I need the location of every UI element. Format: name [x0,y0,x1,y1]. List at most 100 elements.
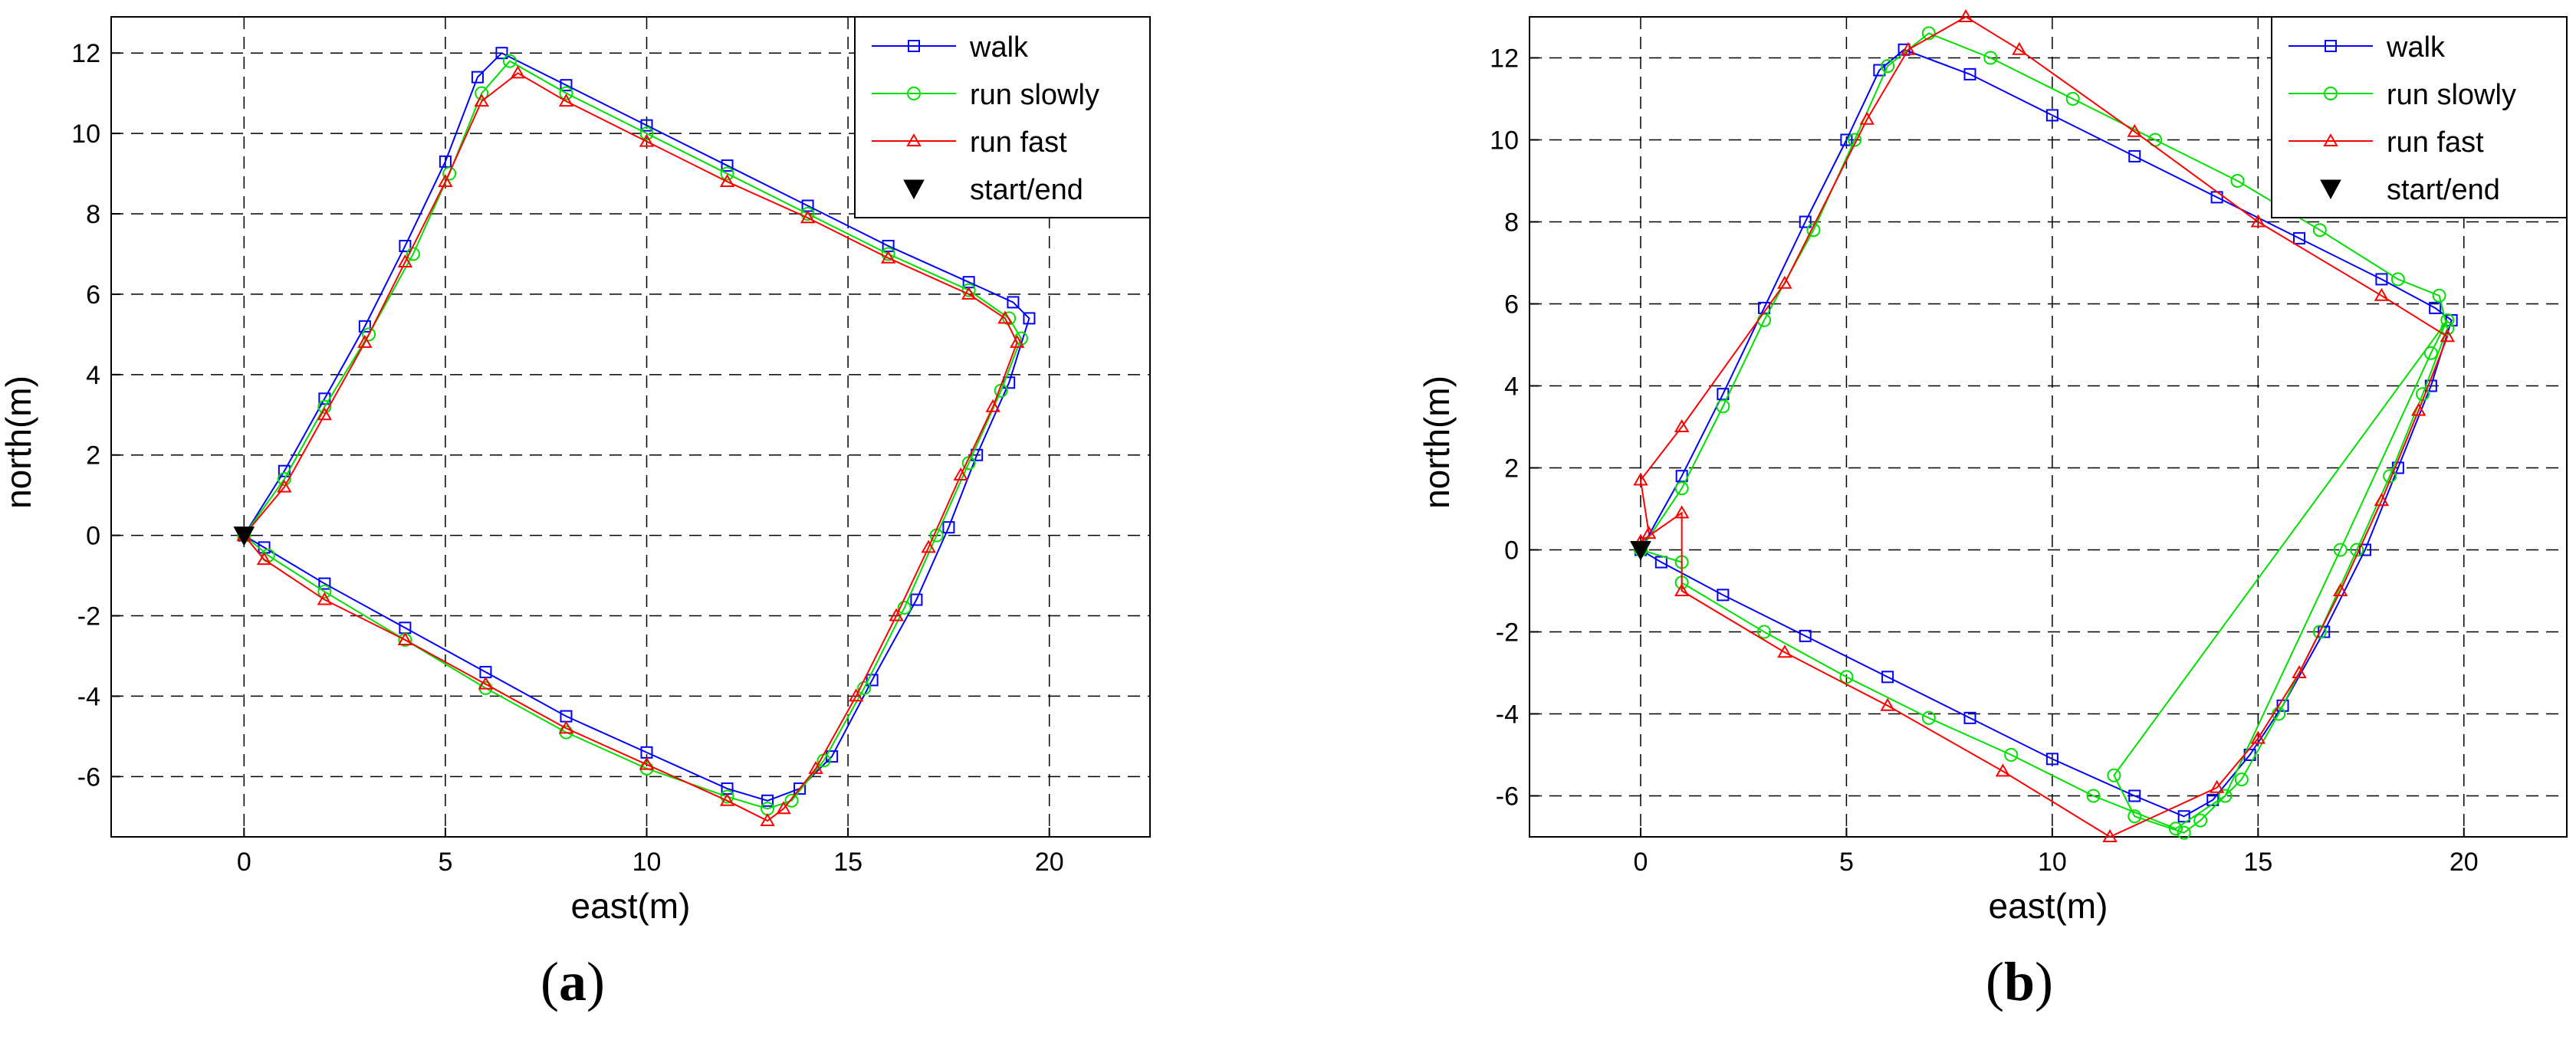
y-tick-label: 10 [1490,126,1519,156]
x-tick-label: 15 [833,848,863,877]
y-axis-label: north(m) [0,376,38,509]
data-point [760,813,775,827]
data-point [1023,312,1036,325]
legend-marker [903,179,925,200]
data-point [1873,64,1886,77]
data-point [776,801,791,815]
y-tick-label: 10 [71,120,100,149]
data-point [1757,625,1772,639]
data-point [1674,505,1690,519]
data-point [800,210,816,224]
series-walk [238,47,1036,807]
data-point [1674,481,1689,496]
legend-item: run slowly [872,79,1099,111]
data-point [495,47,508,60]
data-point [2127,123,2142,137]
data-point [1641,526,1657,540]
data-point [2128,149,2141,162]
data-point [2293,231,2306,244]
data-point [2218,789,2233,803]
y-tick-label: 2 [1504,454,1519,484]
data-point [2423,346,2438,360]
data-point [2432,288,2446,303]
x-tick-label: 5 [438,848,452,877]
caption-b-close: ) [2035,951,2054,1012]
data-point [406,247,420,261]
data-point [720,789,734,804]
series-line [1639,15,2449,838]
y-tick-label: -4 [1496,700,1519,730]
legend-item: walk [2288,31,2446,64]
data-point [478,676,494,690]
data-point [2333,543,2348,557]
data-point [502,54,517,68]
series-start-end [233,526,255,546]
data-point [2065,92,2080,106]
data-point [2440,329,2456,343]
data-point [784,793,799,808]
y-tick-label: -2 [1496,618,1519,648]
data-point [2374,493,2390,507]
data-point [719,792,735,806]
data-point [2012,41,2027,55]
y-tick-label: 12 [1490,44,1519,74]
data-point [961,283,976,297]
y-axis-label: north(m) [1417,376,1457,509]
data-point [256,552,272,566]
x-axis-label: east(m) [1989,886,2108,926]
y-tick-label: 8 [1504,208,1519,238]
y-tick-label: 0 [86,522,100,551]
data-point [2177,810,2190,823]
data-point [1009,334,1025,348]
y-tick-label: -2 [77,602,100,631]
data-point [1859,111,1875,125]
data-point [1839,670,1854,684]
data-point [1848,133,1862,147]
series-run-fast [236,65,1025,827]
data-point [808,760,823,774]
legend-item: start/end [903,174,1083,206]
data-point [1630,541,1651,561]
data-point [358,320,371,333]
x-tick-label: 20 [1035,848,1064,877]
caption-a: (a) [540,950,605,1014]
data-point [439,155,452,168]
data-point [475,86,489,100]
data-point [2250,214,2266,228]
data-point [639,126,654,141]
legend-marker [907,87,921,100]
data-point [640,119,653,132]
legend-item: run fast [2288,126,2484,159]
data-point [1995,763,2011,777]
data-point [317,592,333,605]
data-point [471,71,484,84]
y-tick-label: 2 [86,441,100,471]
legend-marker [2324,87,2338,100]
x-tick-label: 15 [2243,848,2272,877]
data-point [1777,644,1792,658]
caption-b-open: ( [1986,951,2004,1012]
data-point [2374,287,2390,301]
legend-label: run slowly [2387,79,2516,111]
data-point [1881,671,1894,684]
data-point [277,479,292,493]
data-point [1002,311,1017,326]
data-point [2375,273,2388,286]
data-point [357,334,373,348]
data-point [1799,215,1812,228]
legend-box [2271,16,2568,218]
caption-b: (b) [1986,950,2053,1014]
data-point [639,133,655,147]
data-point [1963,67,1976,80]
data-point [1007,296,1020,309]
data-point [2312,625,2327,639]
data-point [1806,223,1821,238]
data-point [721,159,734,172]
data-point [558,93,574,107]
data-point [848,688,864,702]
data-point [2410,402,2426,416]
data-point [1799,629,1812,642]
data-point [2045,109,2058,122]
data-point [2250,730,2266,744]
series-start-end [1630,541,1651,561]
